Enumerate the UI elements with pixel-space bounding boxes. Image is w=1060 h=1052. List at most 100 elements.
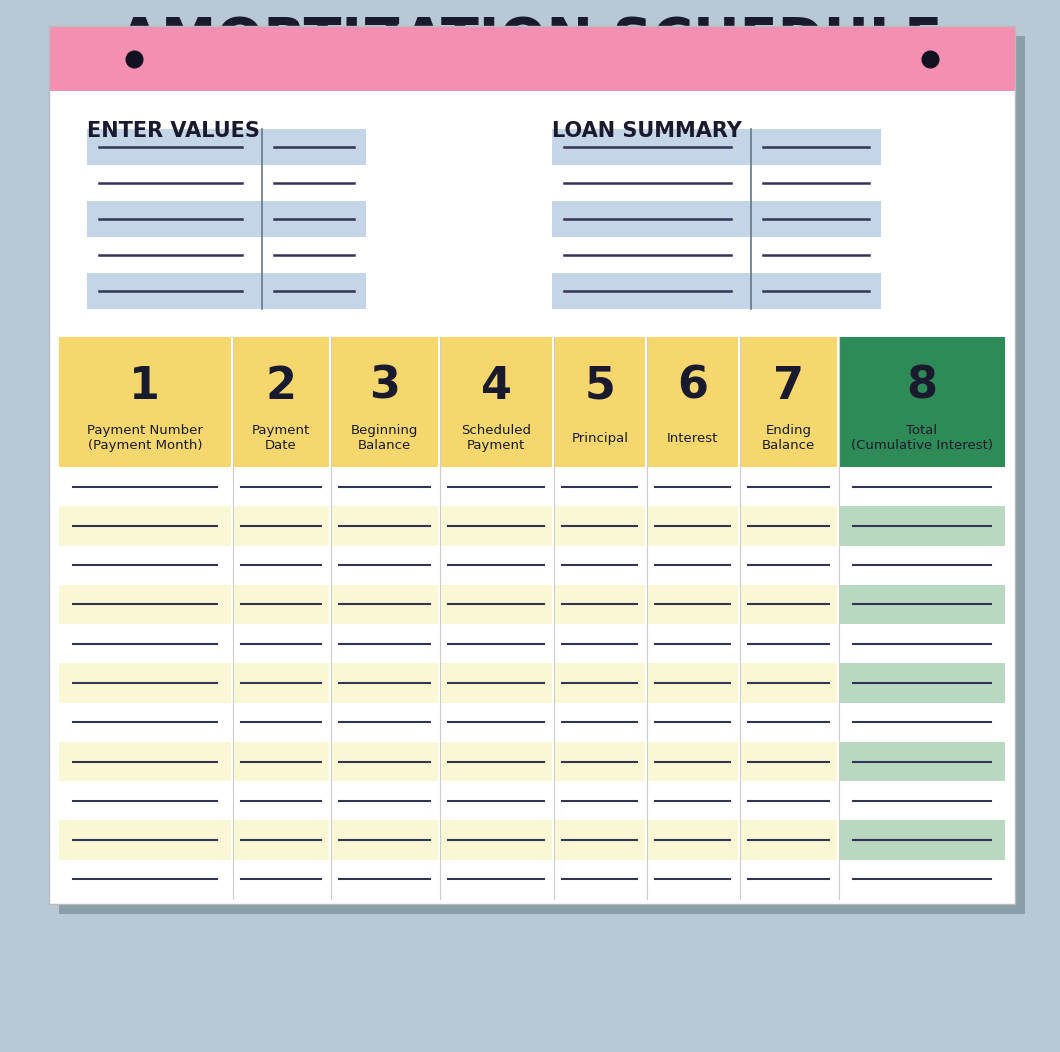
Bar (232, 467, 329, 506)
Bar (838, 624, 1005, 664)
Text: Scheduled
Payment: Scheduled Payment (461, 424, 531, 452)
Bar (59, 664, 230, 703)
Bar (554, 467, 646, 506)
Bar (331, 467, 438, 506)
Text: 3: 3 (369, 365, 400, 408)
Text: LOAN SUMMARY: LOAN SUMMARY (552, 121, 742, 141)
Bar (554, 506, 646, 546)
Bar (648, 859, 739, 899)
Bar (648, 703, 739, 742)
Bar (838, 664, 1005, 703)
Bar (554, 782, 646, 821)
Bar (648, 821, 739, 859)
Bar (752, 274, 881, 309)
Text: ENTER VALUES: ENTER VALUES (87, 121, 260, 141)
Bar (741, 859, 836, 899)
Bar (554, 821, 646, 859)
Bar (331, 782, 438, 821)
Bar (59, 859, 230, 899)
Bar (49, 26, 1014, 92)
Bar (648, 782, 739, 821)
Bar (838, 506, 1005, 546)
Text: AMORTIZATION SCHEDULE: AMORTIZATION SCHEDULE (118, 15, 942, 69)
Bar (440, 337, 552, 467)
Bar (232, 821, 329, 859)
Bar (232, 859, 329, 899)
Text: Total
(Cumulative Interest): Total (Cumulative Interest) (851, 424, 993, 452)
Bar (331, 664, 438, 703)
Bar (554, 585, 646, 624)
Bar (59, 585, 230, 624)
Bar (552, 237, 752, 274)
Bar (262, 165, 367, 201)
Bar (49, 26, 1014, 904)
Bar (262, 274, 367, 309)
Bar (752, 201, 881, 237)
Bar (552, 129, 752, 165)
Bar (838, 821, 1005, 859)
Bar (331, 624, 438, 664)
Text: 2: 2 (265, 365, 296, 408)
Bar (838, 742, 1005, 782)
Bar (741, 546, 836, 585)
Bar (741, 624, 836, 664)
Bar (331, 859, 438, 899)
Bar (741, 703, 836, 742)
Bar (554, 703, 646, 742)
Text: Ending
Balance: Ending Balance (762, 424, 815, 452)
Bar (331, 546, 438, 585)
Bar (331, 821, 438, 859)
Bar (741, 782, 836, 821)
Text: 4: 4 (480, 365, 512, 408)
Bar (440, 506, 552, 546)
Bar (838, 546, 1005, 585)
Bar (838, 467, 1005, 506)
Bar (648, 506, 739, 546)
Text: Beginning
Balance: Beginning Balance (351, 424, 418, 452)
Bar (741, 742, 836, 782)
Bar (331, 742, 438, 782)
Bar (331, 703, 438, 742)
Bar (440, 664, 552, 703)
Bar (741, 337, 836, 467)
Bar (838, 703, 1005, 742)
Bar (741, 467, 836, 506)
Bar (59, 821, 230, 859)
Bar (838, 782, 1005, 821)
Bar (232, 585, 329, 624)
Bar (554, 624, 646, 664)
Text: 8: 8 (906, 365, 937, 408)
Bar (262, 237, 367, 274)
Bar (741, 664, 836, 703)
Bar (752, 165, 881, 201)
Bar (440, 467, 552, 506)
Bar (752, 129, 881, 165)
Bar (232, 664, 329, 703)
Bar (440, 782, 552, 821)
Bar (59, 624, 230, 664)
Bar (59, 782, 230, 821)
Bar (554, 664, 646, 703)
Bar (262, 201, 367, 237)
Bar (752, 237, 881, 274)
Text: Interest: Interest (667, 432, 719, 445)
Bar (440, 585, 552, 624)
Bar (87, 165, 262, 201)
Bar (331, 337, 438, 467)
Bar (59, 36, 1025, 914)
Bar (440, 624, 552, 664)
Bar (554, 859, 646, 899)
Text: Principal: Principal (571, 432, 629, 445)
Bar (440, 859, 552, 899)
Bar (59, 703, 230, 742)
Text: 6: 6 (677, 365, 708, 408)
Bar (59, 546, 230, 585)
Bar (552, 165, 752, 201)
Text: 1: 1 (129, 365, 160, 408)
Bar (554, 337, 646, 467)
Bar (331, 506, 438, 546)
Bar (232, 337, 329, 467)
Bar (648, 546, 739, 585)
Bar (648, 742, 739, 782)
Bar (440, 742, 552, 782)
